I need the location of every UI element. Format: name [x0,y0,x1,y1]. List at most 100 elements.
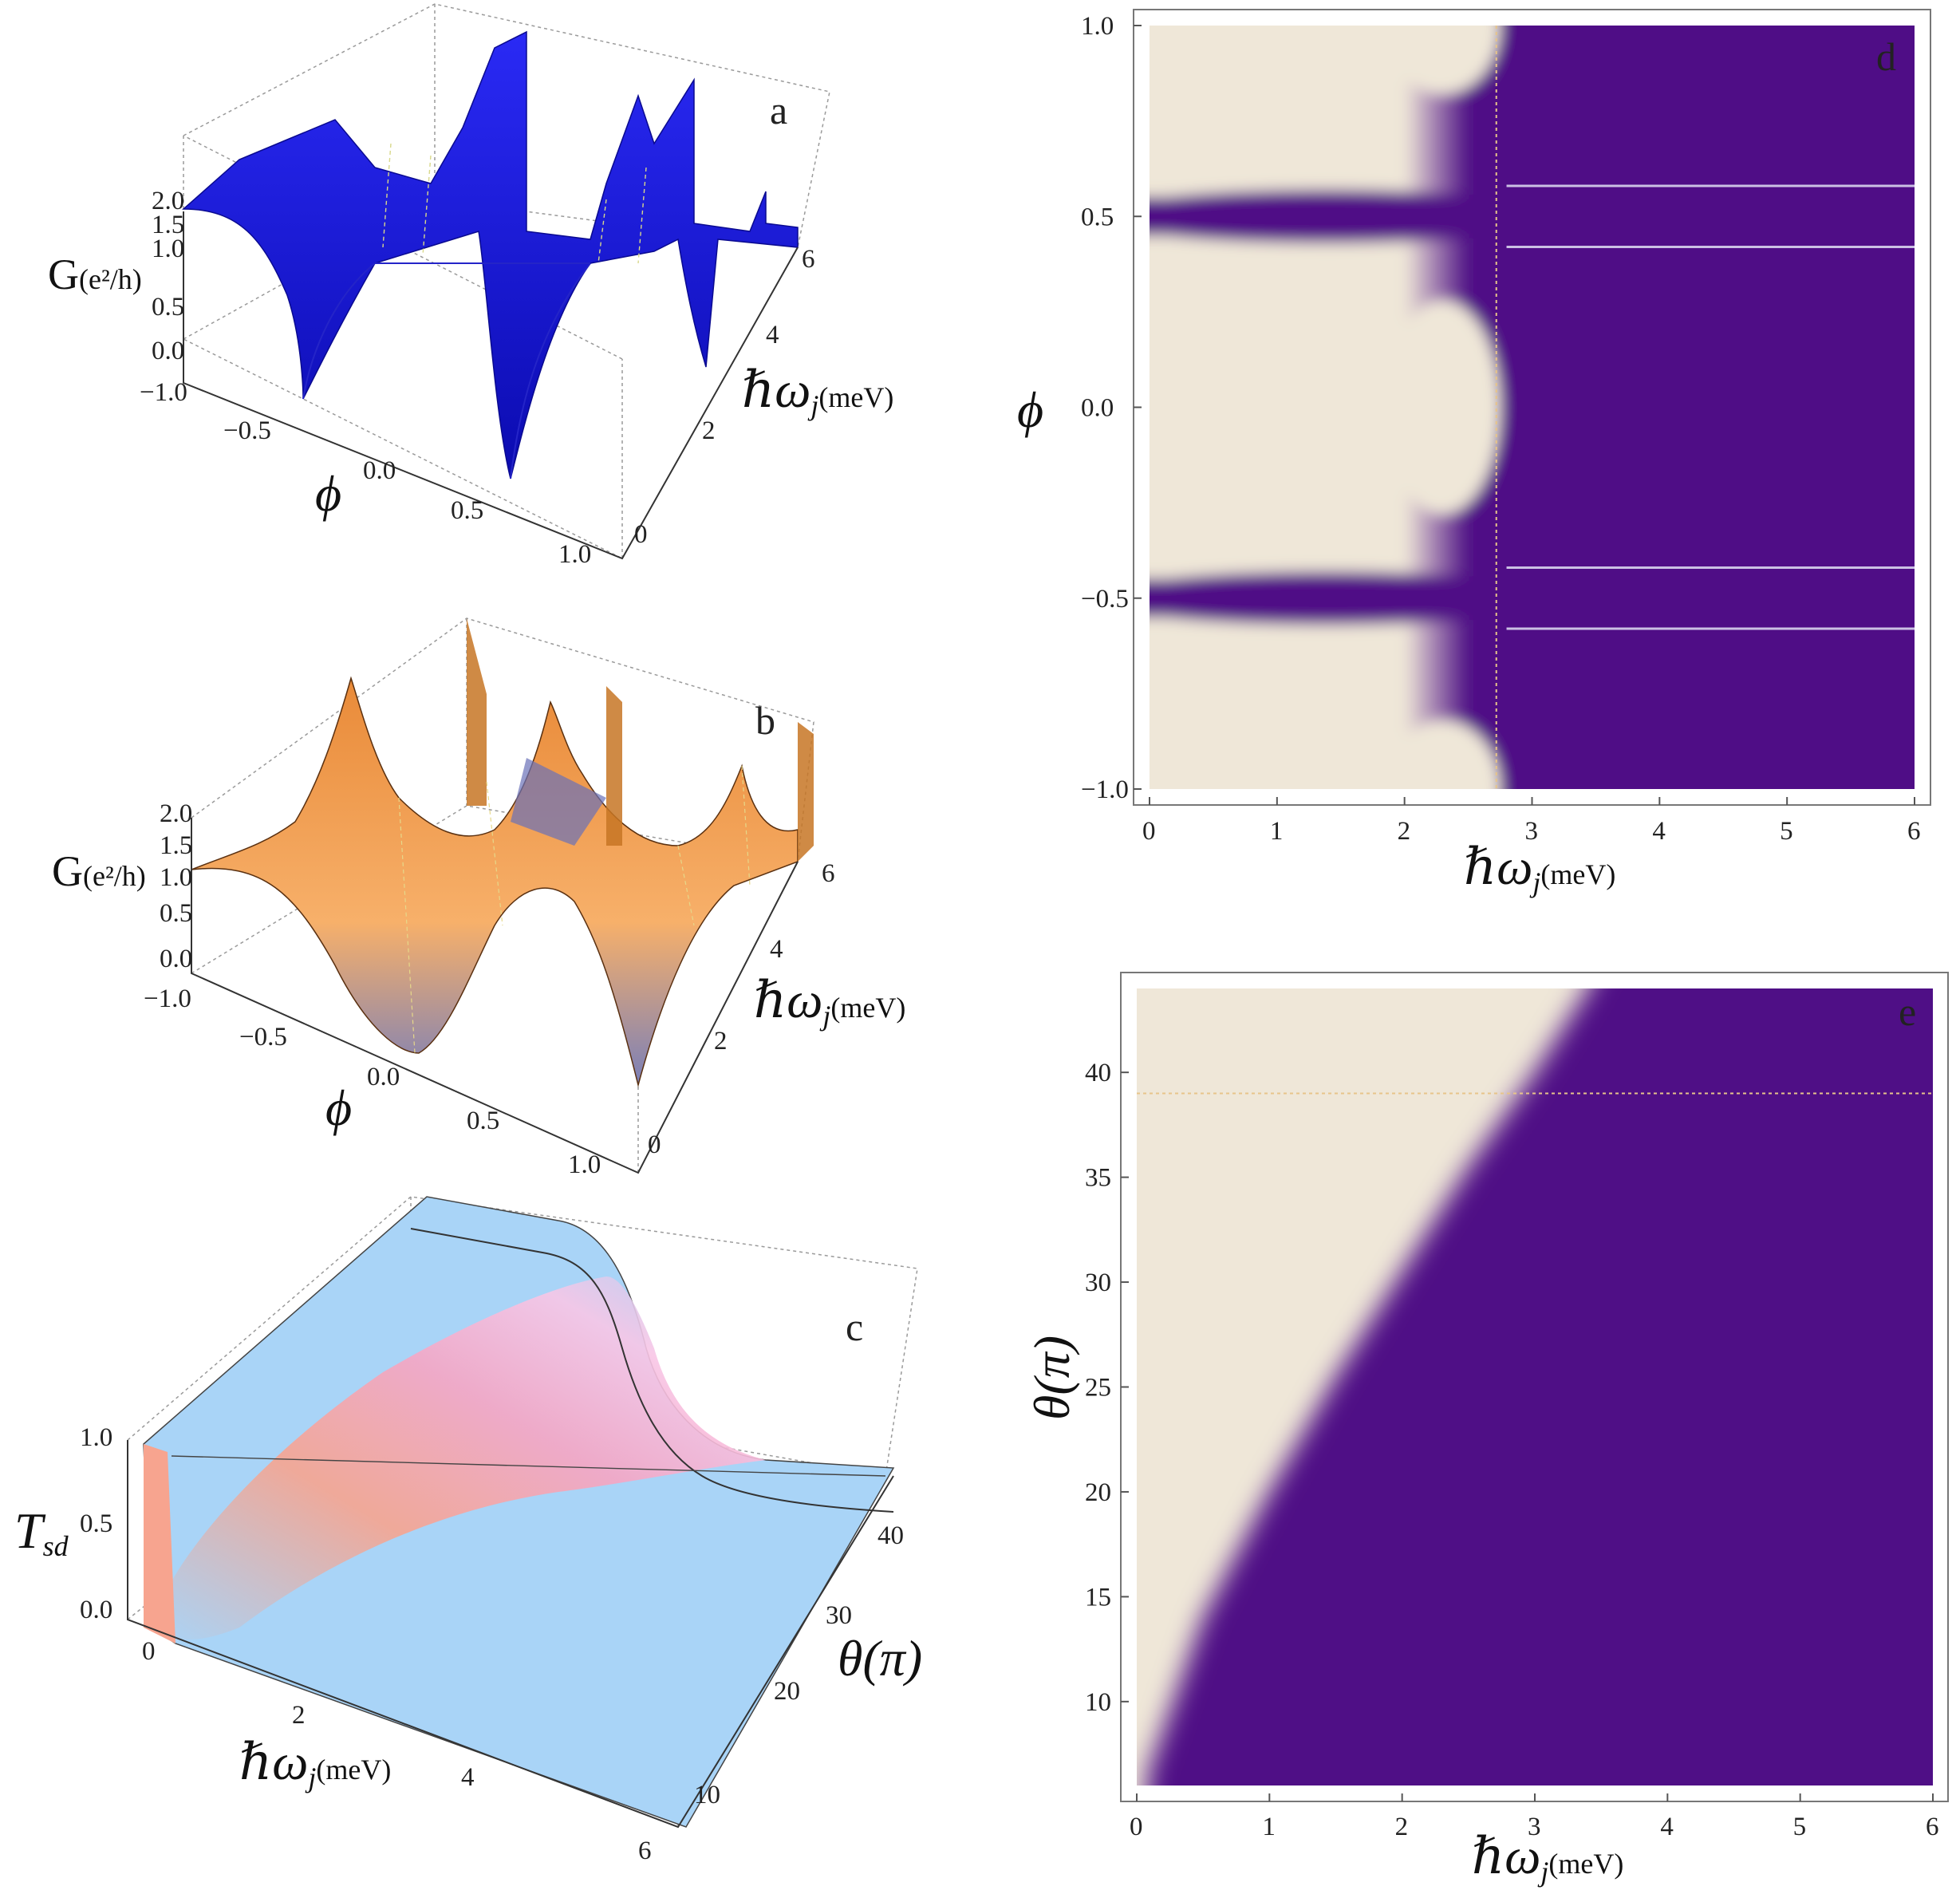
panel-e-y-tick-label: 35 [1085,1164,1111,1193]
panel-e-heatmap: 0 1 2 3 4 5 6 10 15 20 25 30 35 40 ℏωj(meV) θ(π) e [1023,972,1949,1888]
panel-d-y-tick-label: 0.0 [1081,394,1114,423]
panel-d-field [1150,26,1915,789]
panel-c-axes [127,1440,894,1829]
panel-a-z-tick: 2.0 [152,187,184,215]
panel-e-y-tick-label: 30 [1085,1269,1111,1297]
panel-c-wall [144,1444,175,1643]
panel-e-y-tick-label: 40 [1085,1059,1111,1087]
panel-a-y-tick: 2 [702,416,716,445]
panel-b-z-tick: 1.0 [160,863,192,892]
panel-a-x-tick: −1.0 [140,378,187,407]
panel-b-x-tick: 1.0 [568,1150,601,1179]
panel-e-x-tick-label: 4 [1660,1813,1674,1841]
panel-d-x-label: ℏωj(meV) [1464,838,1615,898]
panel-d-y-tick-label: 1.0 [1081,12,1114,41]
panel-a-z-label: G(e²/h) [48,251,142,298]
panel-d-x-tick-label: 6 [1907,817,1921,846]
panel-b-z-ticks: 2.0 1.5 1.0 0.5 0.0 [160,799,192,973]
panel-b-z-tick: 1.5 [160,831,192,860]
panel-a-x-tick: 0.0 [363,456,396,485]
panel-e-beige-region [1137,988,1588,1785]
panel-d-y-tick-label: −1.0 [1081,775,1129,804]
panel-c-y-tick: 30 [826,1601,852,1630]
panel-b-x-tick: −0.5 [239,1023,287,1052]
panel-d-x-tick-label: 3 [1525,817,1539,846]
panel-a-z-tick: 0.5 [152,293,184,322]
panel-e-x-tick-label: 0 [1130,1813,1143,1841]
panel-b-axes [191,818,799,1174]
panel-c-z-ticks: 1.0 0.5 0.0 [80,1423,112,1624]
panel-d-y-axis-ticks: −1.0 −0.5 0.0 0.5 1.0 [1081,12,1142,804]
panel-b-z-tick: 2.0 [160,799,192,828]
panel-d-dark-band-core [1150,189,1558,243]
panel-d-purple-region [1449,26,1915,789]
panel-c-z-tick: 0.5 [80,1509,112,1538]
panel-a-x-tick: −0.5 [223,416,271,445]
panel-c-x-tick: 6 [638,1837,652,1865]
panel-e-y-tick-label: 15 [1085,1583,1111,1612]
panel-c-x-ticks: 0 2 4 6 [142,1637,652,1865]
panel-e-x-label: ℏωj(meV) [1472,1828,1623,1888]
panel-c-z-label: Tsd [14,1502,69,1562]
panel-a-z-ticks: 2.0 1.5 1.0 0.5 0.0 [152,187,184,365]
panel-d-dark-band-core [1150,571,1558,625]
panel-c-y-ticks: 10 20 30 40 [694,1521,904,1809]
panel-c-y-tick: 10 [694,1781,720,1809]
panel-c-y-label: θ(π) [838,1630,922,1687]
panel-a-surface-plot: 2.0 1.5 1.0 0.5 0.0 −1.0 −0.5 0.0 0.5 1.… [48,3,893,569]
panel-e-x-axis-ticks: 0 1 2 3 4 5 6 [1130,1793,1939,1841]
panel-e-x-tick-label: 2 [1395,1813,1409,1841]
panel-a-fold-lines [382,143,647,264]
panel-b-floor [511,758,606,846]
panel-a-surface-ridge [302,262,591,479]
panel-a-x-tick: 1.0 [558,540,591,569]
panel-a-x-label: ϕ [315,465,341,522]
panel-e-y-label: θ(π) [1023,1336,1080,1420]
panel-b-x-label: ϕ [325,1079,352,1136]
panel-d-beige-bulge [1385,26,1501,95]
panel-e-y-axis-ticks: 10 15 20 25 30 35 40 [1085,1059,1129,1717]
panel-d-x-tick-label: 1 [1270,817,1284,846]
panel-c-letter: c [846,1304,863,1349]
panel-a-y-tick: 0 [634,520,648,549]
panel-e-y-tick-label: 25 [1085,1374,1111,1403]
panel-b-z-label: G(e²/h) [52,847,146,895]
panel-c-z-tick: 0.0 [80,1596,112,1624]
panel-b-y-tick: 6 [822,859,835,888]
panel-c-contour-line [410,1228,894,1513]
panel-c-y-tick: 40 [877,1521,904,1550]
panel-c-edge-line [171,1455,886,1477]
panel-c-x-tick: 4 [461,1763,475,1792]
panel-a-y-tick: 4 [766,321,779,349]
panel-b-z-tick: 0.5 [160,899,192,928]
panel-c-peak-band [152,1276,766,1639]
panel-a-y-tick: 6 [802,245,815,274]
panel-b-y-tick: 2 [714,1027,728,1055]
panel-d-beige-bulge [1385,300,1501,515]
panel-a-y-ticks: 0 2 4 6 [634,245,815,549]
panel-e-y-tick-label: 20 [1085,1478,1111,1507]
panel-d-x-tick-label: 0 [1142,817,1156,846]
panel-c-x-tick: 2 [292,1701,306,1730]
panel-a-letter: a [770,88,787,132]
panel-e-y-tick-label: 10 [1085,1688,1111,1717]
panel-d-y-label: ϕ [1017,381,1043,438]
panel-e-x-tick-label: 5 [1793,1813,1807,1841]
panel-b-y-tick: 0 [648,1130,661,1159]
panel-d-x-tick-label: 5 [1780,817,1793,846]
panel-d-resonance-lines [1506,184,1915,630]
panel-c-x-tick: 0 [142,1637,156,1666]
panel-a-z-tick: 0.0 [152,337,184,365]
panel-a-x-ticks: −1.0 −0.5 0.0 0.5 1.0 [140,378,591,569]
panel-b-x-tick: 0.0 [367,1063,400,1091]
panel-b-z-tick: 0.0 [160,945,192,973]
panel-b-surface-plot: 2.0 1.5 1.0 0.5 0.0 −1.0 −0.5 0.0 0.5 1.… [52,618,905,1179]
panel-b-y-ticks: 0 2 4 6 [648,859,835,1159]
panel-a-z-tick: 1.5 [152,211,184,239]
panel-c-surface-plot: 1.0 0.5 0.0 0 2 4 6 10 20 30 40 Tsd ℏωj(… [14,1196,922,1865]
panel-a-bounding-box [183,3,830,559]
panel-e-x-tick-label: 3 [1528,1813,1541,1841]
panel-d-heatmap: 0 1 2 3 4 5 6 −1.0 −0.5 0.0 0.5 1.0 ℏωj(meV) ϕ d [1017,9,1931,898]
panel-b-x-ticks: −1.0 −0.5 0.0 0.5 1.0 [144,984,601,1179]
